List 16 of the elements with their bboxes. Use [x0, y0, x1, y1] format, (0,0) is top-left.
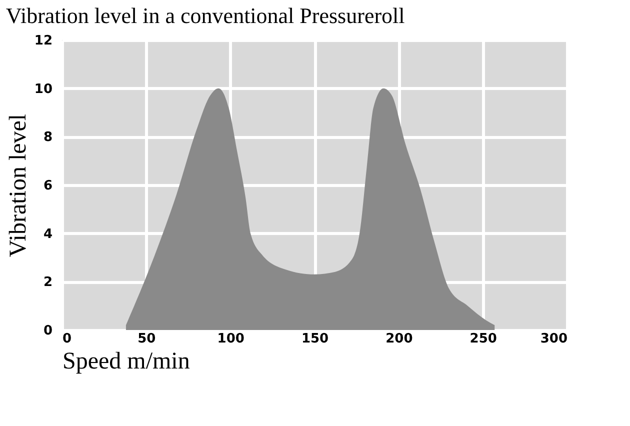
y-tick-label: 12 [34, 34, 52, 48]
x-axis-title: Speed m/min [62, 348, 190, 374]
x-tick-label: 50 [138, 332, 156, 346]
y-tick-label: 4 [43, 226, 52, 242]
x-tick-label: 150 [301, 332, 329, 346]
x-tick-label: 200 [386, 332, 413, 346]
x-tick-label: 250 [470, 332, 497, 346]
y-tick-label: 10 [34, 82, 52, 97]
x-tick-label: 100 [217, 332, 244, 346]
x-tick-label: 0 [62, 332, 72, 346]
y-tick-label: 2 [43, 275, 52, 290]
y-tick-label: 8 [43, 130, 52, 146]
chart-title: Vibration level in a conventional Pressureroll [6, 3, 405, 28]
x-tick-label: 300 [540, 332, 568, 346]
y-axis-title: Vibration level [5, 114, 32, 258]
y-tick-label: 6 [43, 178, 52, 194]
